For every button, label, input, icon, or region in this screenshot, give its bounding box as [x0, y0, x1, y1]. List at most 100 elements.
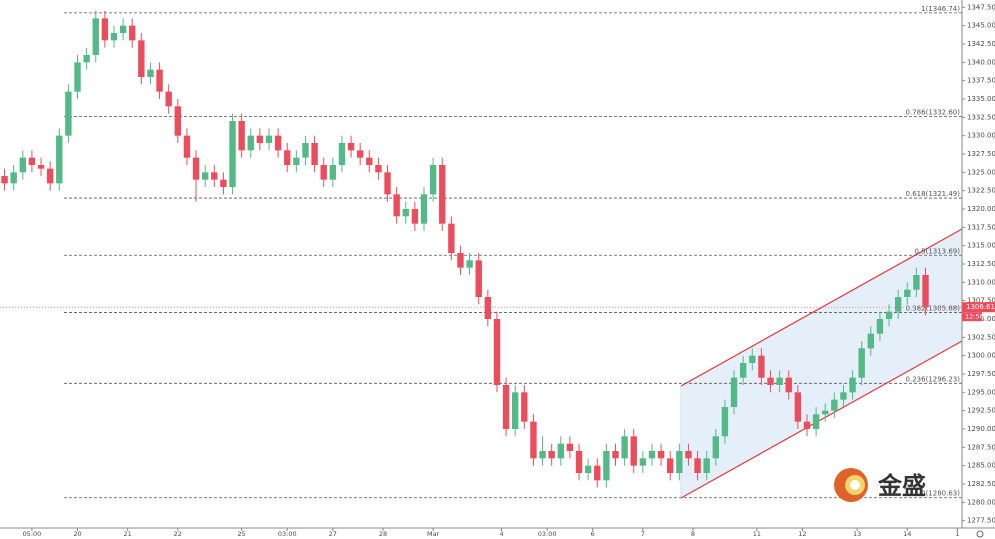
y-tick-label: 1277.50: [967, 517, 995, 525]
candle-body: [639, 458, 647, 466]
candle-body: [156, 69, 163, 92]
candle-body: [420, 194, 428, 224]
candle-body: [749, 355, 756, 363]
candle-body: [247, 135, 254, 151]
candle-body: [28, 157, 36, 165]
candle-body: [758, 355, 765, 378]
candle-body: [885, 311, 893, 319]
x-tick-label: 8: [691, 530, 695, 538]
candle-body: [575, 451, 583, 473]
candle-body: [557, 443, 564, 459]
candle-body: [129, 25, 136, 41]
candle-body: [721, 407, 729, 437]
candle-body: [183, 135, 191, 158]
candle-body: [1, 176, 8, 184]
y-tick-label: 1312.50: [967, 260, 995, 268]
fib-label: 1(1346.74): [921, 5, 960, 13]
settings-icon[interactable]: [976, 530, 984, 538]
candle-body: [101, 18, 109, 41]
candle-body: [302, 143, 309, 158]
candle-body: [448, 223, 455, 253]
candle-body: [812, 414, 820, 429]
countdown-label: 12:56: [965, 313, 984, 321]
candle-body: [831, 399, 838, 411]
candle-body: [922, 275, 929, 308]
candle-body: [621, 436, 628, 459]
candle-body: [904, 289, 911, 297]
candle-body: [475, 260, 482, 297]
candle-body: [667, 458, 674, 473]
candle-body: [484, 297, 492, 319]
x-tick-label: 7: [641, 530, 645, 538]
logo-core: [850, 480, 860, 490]
candle-body: [393, 194, 400, 217]
candle-body: [794, 392, 802, 422]
x-tick-label: 12: [798, 530, 806, 538]
candle-body: [56, 135, 63, 184]
x-tick-label: 05:00: [23, 530, 42, 538]
y-tick-label: 1280.00: [967, 498, 995, 506]
x-tick-label: 27: [329, 530, 337, 538]
countdown-tag: [962, 312, 982, 322]
y-tick-label: 1325.00: [967, 168, 995, 176]
candle-body: [220, 179, 227, 187]
candle-body: [356, 150, 364, 158]
y-tick-label: 1347.50: [967, 3, 995, 11]
candle-body: [466, 260, 473, 268]
candle-body: [192, 157, 200, 180]
candle-body: [822, 410, 829, 415]
y-tick-label: 1287.50: [967, 443, 995, 451]
candle-body: [256, 135, 264, 143]
candle-body: [201, 172, 209, 180]
x-tick-label: 1: [955, 530, 959, 538]
x-tick-label: 25: [237, 530, 245, 538]
y-tick-label: 1322.50: [967, 187, 995, 195]
candle-body: [767, 377, 774, 385]
x-tick-label: 03:00: [278, 530, 297, 538]
fib-label: 0.236(1296.23): [906, 375, 961, 383]
candle-body: [83, 55, 90, 63]
candle-body: [439, 165, 446, 224]
y-tick-label: 1285.00: [967, 462, 995, 470]
candle-body: [648, 451, 656, 459]
candle-body: [849, 377, 856, 393]
y-tick-label: 1297.50: [967, 370, 995, 378]
candle-body: [566, 443, 574, 451]
candle-body: [329, 165, 337, 180]
candle-body: [630, 436, 637, 466]
candle-body: [92, 18, 99, 55]
y-tick-label: 1307.50: [967, 297, 995, 305]
candle-body: [913, 275, 920, 290]
candle-body: [803, 421, 811, 429]
watermark-text: 金盛: [877, 472, 926, 500]
candle-body: [402, 209, 409, 217]
y-tick-label: 1300.00: [967, 352, 995, 360]
y-tick-label: 1345.00: [967, 22, 995, 30]
candle-body: [74, 62, 81, 92]
y-tick-label: 1282.50: [967, 480, 995, 488]
candle-body: [110, 33, 118, 41]
x-tick-label: 4: [499, 530, 503, 538]
candle-body: [147, 69, 154, 77]
x-tick-label: 20: [73, 530, 81, 538]
x-tick-label: 13: [853, 530, 861, 538]
last-price-tag: [962, 302, 995, 313]
candle-body: [265, 135, 273, 143]
candle-body: [493, 319, 501, 385]
fib-label: 0.5(1313.69): [914, 247, 960, 255]
y-tick-label: 1315.00: [967, 242, 995, 250]
candle-body: [530, 421, 537, 459]
candle-body: [703, 458, 710, 473]
y-tick-label: 1317.50: [967, 223, 995, 231]
candle-body: [730, 377, 738, 407]
candle-body: [284, 150, 291, 165]
candle-body: [685, 451, 692, 459]
candle-body: [584, 465, 592, 473]
candle-body: [46, 168, 54, 184]
candle-body: [165, 91, 172, 107]
candle-body: [274, 135, 282, 151]
y-tick-label: 1330.00: [967, 132, 995, 140]
watermark-logo: [834, 468, 868, 502]
